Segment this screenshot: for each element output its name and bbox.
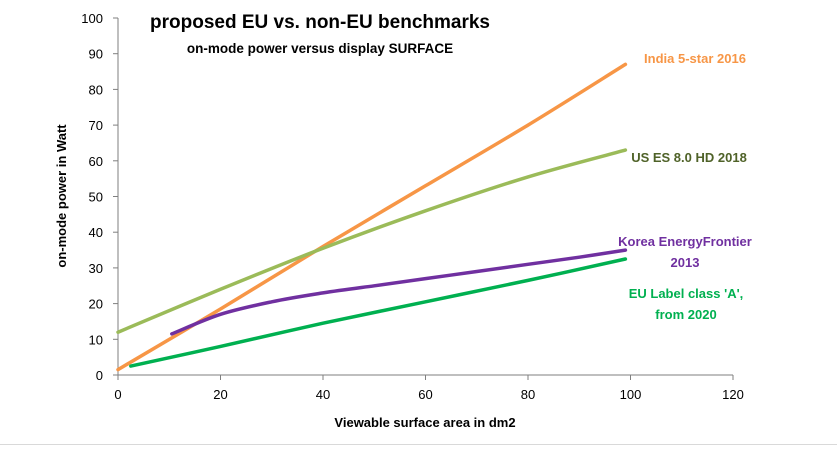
- x-tick-label: 0: [114, 387, 121, 402]
- x-tick-label: 80: [521, 387, 535, 402]
- series-label-line: US ES 8.0 HD 2018: [631, 150, 747, 165]
- series-label: US ES 8.0 HD 2018: [631, 150, 747, 165]
- y-tick-label: 40: [89, 225, 103, 240]
- x-axis-label: Viewable surface area in dm2: [334, 415, 515, 430]
- series-line: [116, 148, 628, 334]
- chart-axes: 0 10 20 30 40 50 60 70 80 90 100 0 20 40 60 80 100 120: [81, 11, 744, 402]
- series-label-line: from 2020: [655, 307, 716, 322]
- series-label-line: 2013: [671, 255, 700, 270]
- series-line: [129, 257, 628, 368]
- chart-subtitle: on-mode power versus display SURFACE: [187, 41, 453, 56]
- chart-series-lines: [116, 62, 628, 372]
- x-tick-label: 100: [620, 387, 642, 402]
- y-axis-label: on-mode power in Watt: [54, 124, 69, 268]
- y-tick-label: 80: [89, 82, 103, 97]
- y-tick-label: 60: [89, 154, 103, 169]
- series-label-line: India 5-star 2016: [644, 51, 746, 66]
- series-label: India 5-star 2016: [644, 51, 746, 66]
- x-tick-label: 60: [418, 387, 432, 402]
- y-tick-label: 100: [81, 11, 103, 26]
- series-label: Korea EnergyFrontier 2013: [618, 234, 752, 270]
- y-tick-label: 10: [89, 332, 103, 347]
- y-tick-label: 0: [96, 368, 103, 383]
- y-tick-label: 30: [89, 261, 103, 276]
- x-tick-label: 20: [213, 387, 227, 402]
- series-label-line: EU Label class 'A',: [629, 286, 744, 301]
- series-label: EU Label class 'A', from 2020: [629, 286, 744, 322]
- x-tick-label: 40: [316, 387, 330, 402]
- series-line: [170, 248, 628, 336]
- y-tick-label: 20: [89, 297, 103, 312]
- y-tick-label: 50: [89, 190, 103, 205]
- y-tick-label: 90: [89, 47, 103, 62]
- bottom-divider: [0, 444, 837, 445]
- series-line: [116, 62, 628, 372]
- chart-title: proposed EU vs. non-EU benchmarks: [150, 12, 490, 33]
- y-tick-label: 70: [89, 118, 103, 133]
- chart-series-labels: India 5-star 2016 US ES 8.0 HD 2018 Korea …: [618, 51, 752, 322]
- x-tick-label: 120: [722, 387, 744, 402]
- series-label-line: Korea EnergyFrontier: [618, 234, 752, 249]
